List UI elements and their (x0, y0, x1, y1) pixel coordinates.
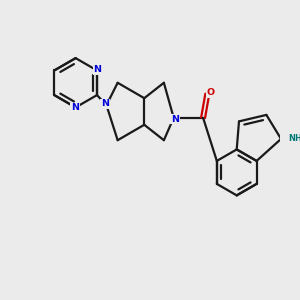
Text: N: N (171, 115, 179, 124)
Text: N: N (94, 65, 101, 74)
Text: O: O (207, 88, 215, 97)
Text: NH: NH (288, 134, 300, 143)
Text: N: N (101, 99, 109, 108)
Text: N: N (71, 103, 79, 112)
